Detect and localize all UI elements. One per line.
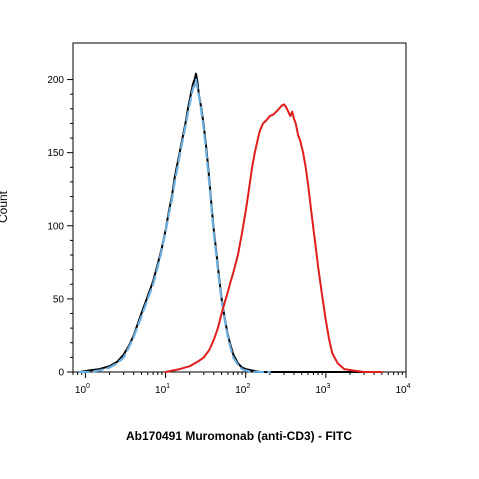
x-axis: 100 101 102 103 104 — [72, 372, 411, 396]
series-line-2 — [78, 78, 271, 374]
y-axis: 0 50 100 150 200 — [47, 75, 73, 379]
series-line-1 — [78, 72, 366, 373]
y-tick-label: 150 — [47, 148, 64, 159]
x-tick-label: 100 — [75, 383, 90, 396]
y-tick-label: 100 — [47, 221, 64, 232]
y-tick-label: 50 — [53, 294, 65, 305]
x-tick-label: 103 — [315, 383, 330, 396]
y-axis-title: Count — [0, 190, 10, 223]
y-tick-label: 0 — [58, 368, 64, 379]
x-tick-label: 102 — [235, 383, 250, 396]
series-line-3 — [164, 103, 383, 373]
y-tick-label: 200 — [47, 75, 64, 86]
plot-frame — [72, 42, 407, 373]
x-tick-label: 104 — [395, 383, 410, 396]
series-layer — [78, 72, 383, 374]
x-tick-label: 101 — [155, 383, 170, 396]
x-axis-title: Ab170491 Muromonab (anti-CD3) - FITC — [126, 429, 352, 443]
